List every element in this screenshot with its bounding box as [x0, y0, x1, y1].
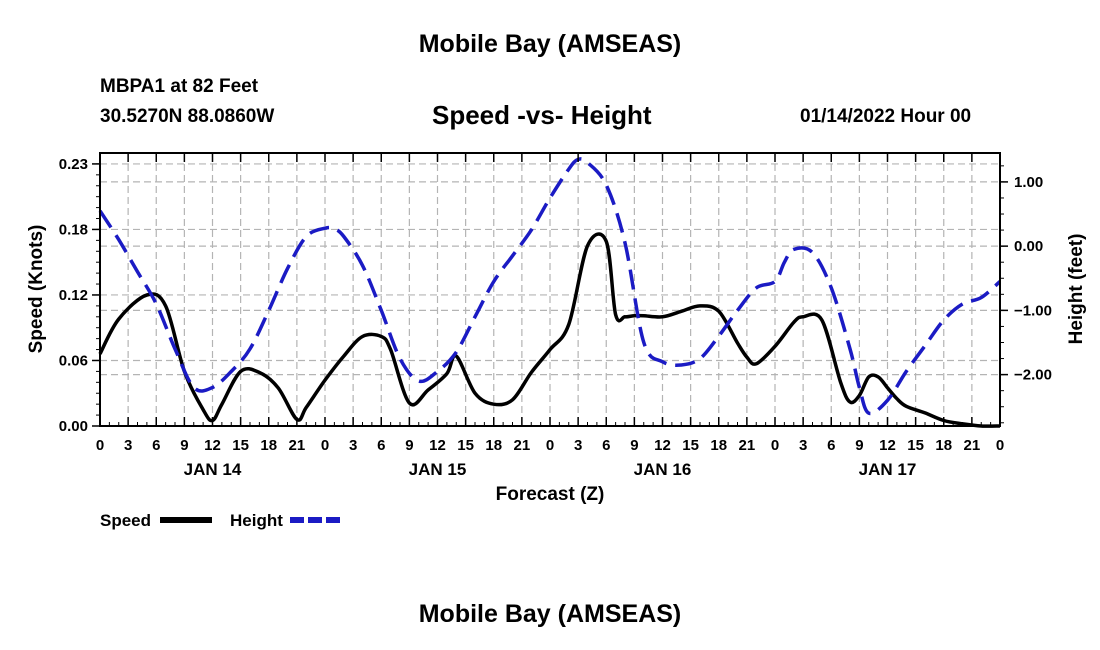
y-tick-label-right: −1.00 [1014, 302, 1052, 319]
x-tick-label: 15 [682, 437, 699, 454]
x-tick-label: 0 [771, 437, 779, 454]
x-tick-label: 9 [405, 437, 413, 454]
y-tick-label-left: 0.12 [59, 287, 88, 304]
series-line-speed [98, 232, 1001, 428]
x-day-label: JAN 14 [184, 460, 242, 479]
station-coordinates: 30.5270N 88.0860W [100, 106, 275, 127]
forecast-datetime: 01/14/2022 Hour 00 [800, 106, 972, 127]
x-tick-label: 15 [457, 437, 474, 454]
x-tick-label: 9 [180, 437, 188, 454]
x-tick-label: 18 [710, 437, 727, 454]
x-tick-label: 6 [152, 437, 160, 454]
x-tick-label: 6 [827, 437, 835, 454]
x-tick-label: 12 [879, 437, 896, 454]
y-tick-label-left: 0.06 [59, 352, 88, 369]
x-tick-label: 3 [124, 437, 132, 454]
y-tick-label-right: 1.00 [1014, 174, 1043, 191]
y-tick-label-left: 0.18 [59, 221, 88, 238]
y-axis-label-right: Height (feet) [1066, 234, 1087, 345]
x-tick-label: 12 [654, 437, 671, 454]
y-tick-label-right: 0.00 [1014, 238, 1043, 255]
x-tick-label: 12 [204, 437, 221, 454]
x-tick-label: 21 [289, 437, 306, 454]
x-tick-label: 18 [485, 437, 502, 454]
x-tick-label: 0 [96, 437, 104, 454]
legend-label-speed: Speed [100, 511, 151, 530]
x-tick-label: 21 [964, 437, 981, 454]
x-tick-label: 18 [260, 437, 277, 454]
x-tick-label: 0 [321, 437, 329, 454]
legend-label-height: Height [230, 511, 283, 530]
x-tick-label: 0 [996, 437, 1004, 454]
x-day-label: JAN 17 [859, 460, 917, 479]
y-tick-label-left: 0.00 [59, 418, 88, 435]
page-title: Mobile Bay (AMSEAS) [418, 30, 682, 58]
x-day-label: JAN 16 [634, 460, 692, 479]
series-line-height [98, 157, 1002, 416]
x-tick-label: 21 [514, 437, 531, 454]
x-tick-label: 21 [739, 437, 756, 454]
chart-title: Speed -vs- Height [432, 100, 652, 130]
x-tick-label: 9 [630, 437, 638, 454]
x-axis-label: Forecast (Z) [496, 484, 605, 505]
x-tick-label: 15 [232, 437, 249, 454]
legend: Speed Height [100, 511, 342, 530]
x-tick-label: 12 [429, 437, 446, 454]
x-tick-label: 18 [935, 437, 952, 454]
footer-title: Mobile Bay (AMSEAS) [418, 600, 682, 628]
x-tick-label: 0 [546, 437, 554, 454]
y-axis-label-left: Speed (Knots) [26, 225, 47, 354]
x-tick-label: 6 [377, 437, 385, 454]
x-tick-label: 3 [349, 437, 357, 454]
x-tick-label: 15 [907, 437, 924, 454]
x-tick-label: 6 [602, 437, 610, 454]
x-tick-label: 3 [799, 437, 807, 454]
x-tick-label: 9 [855, 437, 863, 454]
station-label: MBPA1 at 82 Feet [100, 76, 259, 97]
y-tick-label-left: 0.23 [59, 156, 88, 173]
y-tick-label-right: −2.00 [1014, 367, 1052, 384]
x-tick-label: 3 [574, 437, 582, 454]
x-day-label: JAN 15 [409, 460, 467, 479]
